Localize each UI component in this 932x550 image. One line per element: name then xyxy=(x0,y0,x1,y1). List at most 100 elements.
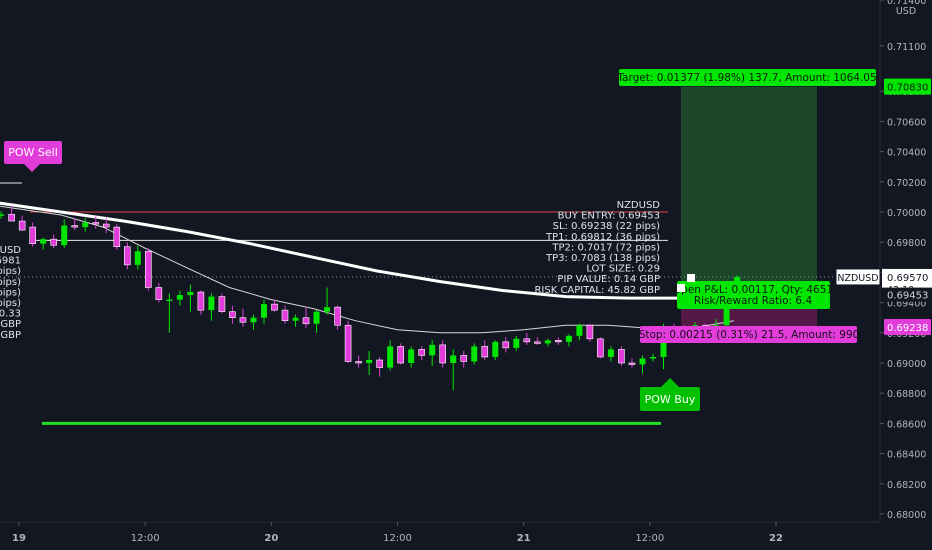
target-price-tag: 0.70830 xyxy=(884,78,931,95)
entry-price-tag: 0.69453 xyxy=(882,287,932,302)
x-axis-panel[interactable] xyxy=(0,522,932,550)
left-panel-line: 0.33 xyxy=(0,309,21,320)
candle xyxy=(50,234,57,249)
candle xyxy=(513,335,520,351)
pow-buy-pointer xyxy=(661,378,679,387)
info-panel-line: RISK CAPITAL: 45.82 GBP xyxy=(534,285,660,296)
candle-body xyxy=(18,220,26,231)
y-axis-tick: 0.68000 xyxy=(887,510,926,521)
candle xyxy=(292,314,299,327)
current-symbol-text: NZDUSD xyxy=(837,273,878,284)
candle-body xyxy=(334,306,341,326)
candle-body xyxy=(344,324,352,362)
candle xyxy=(102,218,110,234)
candle xyxy=(481,340,489,360)
candle xyxy=(29,222,36,247)
y-axis-tick: 0.69000 xyxy=(887,359,926,370)
x-axis-tick: 12:00 xyxy=(131,533,160,544)
candle-body xyxy=(166,299,173,302)
pow-buy-marker[interactable]: POW Buy xyxy=(640,378,700,411)
x-axis-tick: 12:00 xyxy=(383,533,412,544)
candle-body xyxy=(145,250,152,288)
y-axis-tick: 0.71400 xyxy=(887,0,926,7)
y-axis-tick: 0.68200 xyxy=(887,480,926,491)
candle-body xyxy=(102,223,110,228)
stop-price-tag-box xyxy=(884,319,931,336)
candle xyxy=(576,323,583,341)
open-pl-box xyxy=(677,281,830,309)
candle-body xyxy=(239,317,247,323)
info-panel-line: SL: 0.69238 (22 pips) xyxy=(553,221,660,232)
candle-body xyxy=(387,346,394,368)
candle xyxy=(450,349,457,391)
candle xyxy=(197,290,205,315)
current-symbol-box xyxy=(835,268,881,286)
candle xyxy=(208,293,215,321)
candle xyxy=(302,307,310,329)
candle xyxy=(628,358,636,368)
pow-sell-marker[interactable]: POW Sell xyxy=(4,141,62,172)
position-resize-handle[interactable] xyxy=(687,274,695,282)
stop-label-text: Stop: 0.00215 (0.31%) 21.5, Amount: 990 xyxy=(639,329,860,341)
stop-label-box xyxy=(640,326,857,343)
candle-body xyxy=(197,291,205,311)
candle xyxy=(0,211,5,219)
left-panel-line: pips) xyxy=(0,266,21,277)
candle-body xyxy=(176,295,183,300)
candle-body xyxy=(460,355,468,362)
candle xyxy=(166,293,173,333)
pow-sell-box xyxy=(4,141,62,164)
candle-body xyxy=(523,338,531,343)
info-panel-line: TP3: 0.7083 (138 pips) xyxy=(545,253,660,264)
candle-body xyxy=(8,213,15,222)
position-drag-handle[interactable] xyxy=(677,284,685,292)
ema-slow-line xyxy=(0,205,734,334)
candle xyxy=(260,299,267,324)
candle xyxy=(555,337,562,345)
left-panel-line: 6981 xyxy=(0,256,21,267)
candle-body xyxy=(576,325,583,336)
y-axis-tick: 0.68800 xyxy=(887,389,926,400)
candle-body xyxy=(492,341,499,357)
candle-body xyxy=(597,338,604,358)
candle xyxy=(502,337,510,353)
candle-body xyxy=(218,296,226,312)
open-pl-text: Open P&L: 0.00117, Qty: 4651 xyxy=(673,284,833,296)
candle xyxy=(344,320,352,363)
candle-body xyxy=(71,225,79,228)
candle-body xyxy=(649,356,656,359)
candle xyxy=(586,323,594,342)
candle-body xyxy=(376,359,383,368)
x-axis-tick: 21 xyxy=(517,533,531,544)
info-panel-line: TP1: 0.69812 (36 pips) xyxy=(545,232,660,243)
pow-buy-label: POW Buy xyxy=(645,393,696,406)
left-panel-line: DUSD xyxy=(0,245,21,256)
candle-body xyxy=(208,296,215,311)
y-axis-currency: USD xyxy=(896,6,916,17)
candle-body xyxy=(397,346,404,364)
candle-body xyxy=(618,349,625,364)
candle xyxy=(376,356,383,377)
candle-body xyxy=(355,361,362,364)
target-label-text: Target: 0.01377 (1.98%) 137.7, Amount: 1… xyxy=(616,72,876,84)
candle xyxy=(429,340,436,367)
candle xyxy=(460,350,468,368)
candle-body xyxy=(134,251,141,265)
candle-body xyxy=(324,307,331,312)
candle xyxy=(471,343,478,365)
y-axis-tick: 0.68400 xyxy=(887,450,926,461)
candle-body xyxy=(50,238,57,246)
candle-body xyxy=(29,226,36,245)
candle-body xyxy=(481,346,489,358)
info-panel-line: LOT SIZE: 0.29 xyxy=(586,264,660,275)
y-axis-tick: 0.69400 xyxy=(887,299,926,310)
risk-reward-text: Risk/Reward Ratio: 6.4 xyxy=(694,295,813,307)
candle-body xyxy=(586,324,594,340)
candle-body xyxy=(628,362,636,365)
info-panel-line: NZDUSD xyxy=(617,200,661,211)
candle xyxy=(597,337,604,359)
entry-price-box xyxy=(882,287,932,302)
candle xyxy=(366,350,373,376)
